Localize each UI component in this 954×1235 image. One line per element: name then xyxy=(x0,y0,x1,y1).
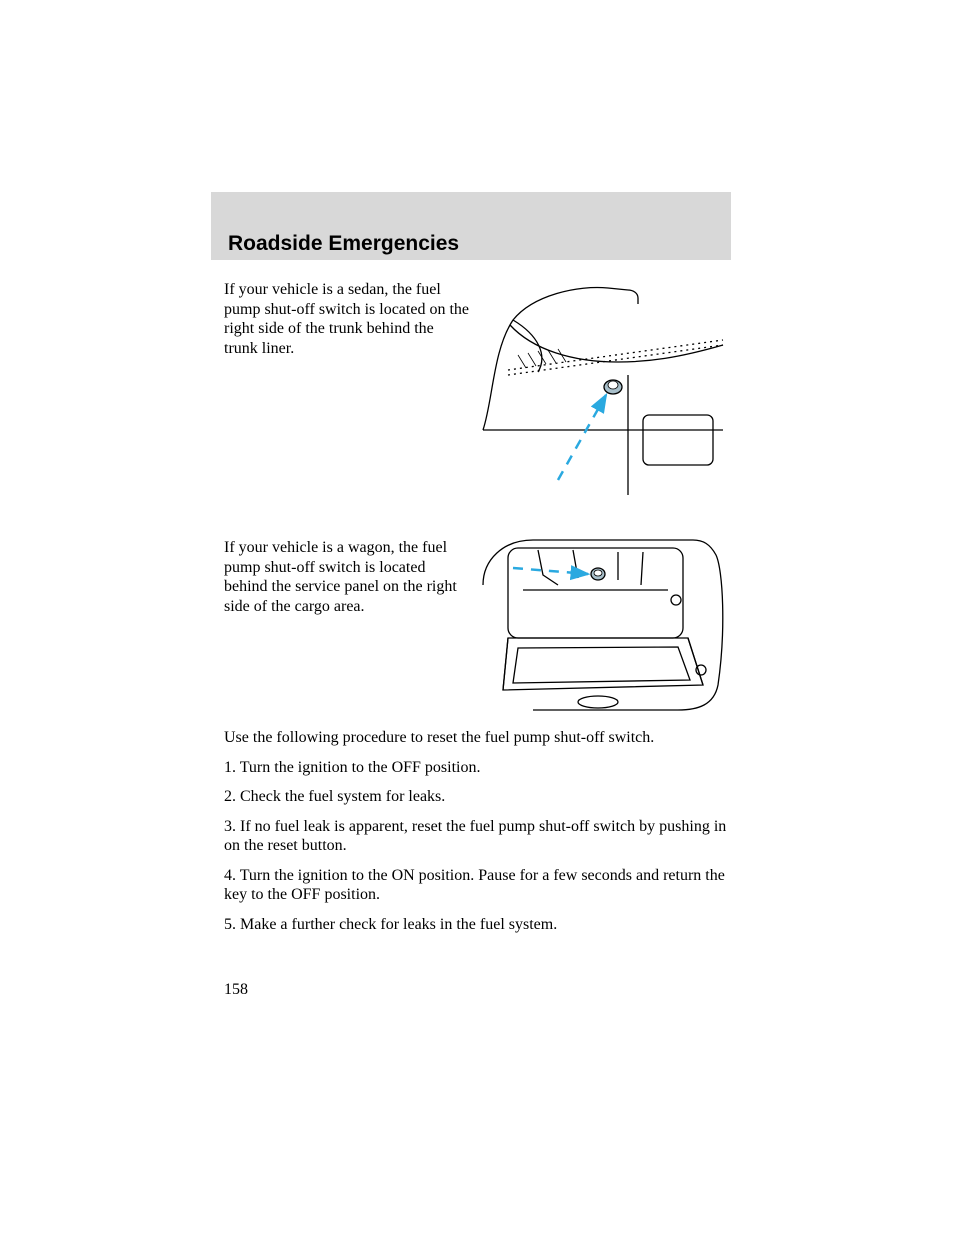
procedure-intro: Use the following procedure to reset the… xyxy=(224,728,730,748)
paragraph-wagon: If your vehicle is a wagon, the fuel pum… xyxy=(224,538,469,616)
figure-wagon-cargo xyxy=(478,530,728,715)
procedure-step: 3. If no fuel leak is apparent, reset th… xyxy=(224,817,730,856)
procedure-step: 4. Turn the ignition to the ON position.… xyxy=(224,866,730,905)
procedure-step: 1. Turn the ignition to the OFF position… xyxy=(224,758,730,778)
figure-sedan-trunk xyxy=(478,280,728,495)
section-title: Roadside Emergencies xyxy=(228,232,459,256)
procedure-step: 2. Check the fuel system for leaks. xyxy=(224,787,730,807)
arrow-icon xyxy=(558,395,606,480)
procedure-block: Use the following procedure to reset the… xyxy=(224,728,730,944)
procedure-step: 5. Make a further check for leaks in the… xyxy=(224,915,730,935)
paragraph-sedan: If your vehicle is a sedan, the fuel pum… xyxy=(224,280,469,358)
manual-page: Roadside Emergencies If your vehicle is … xyxy=(0,0,954,1235)
page-number: 158 xyxy=(224,981,248,999)
